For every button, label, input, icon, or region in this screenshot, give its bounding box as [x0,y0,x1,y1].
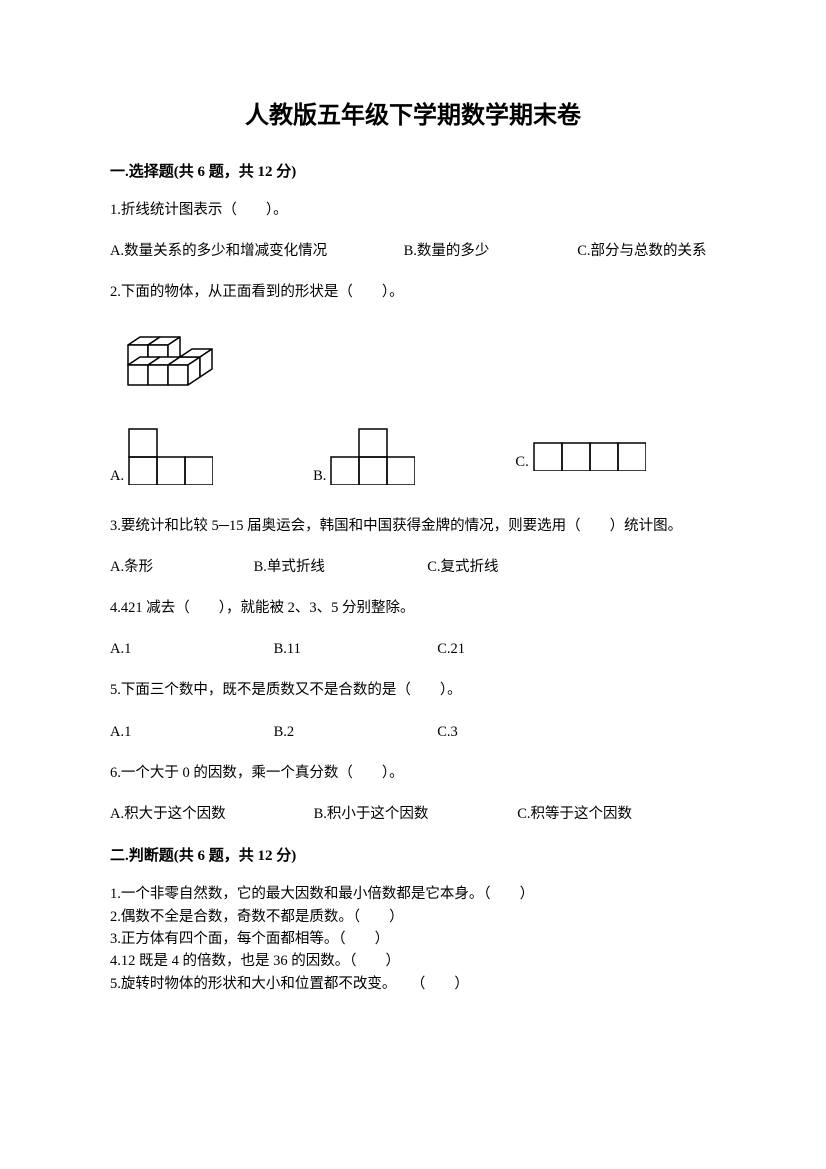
q2-text: 2.下面的物体，从正面看到的形状是（ ）。 [110,281,716,304]
q2-optB: B. [313,428,415,485]
q1-options: A.数量关系的多少和增减变化情况 B.数量的多少 C.部分与总数的关系 [110,240,716,263]
judge-3: 3.正方体有四个面，每个面都相等。（ ） [110,928,716,950]
page-title: 人教版五年级下学期数学期末卷 [110,95,716,130]
q1-optA: A.数量关系的多少和增减变化情况 [110,240,400,263]
q4-optC: C.21 [437,638,465,661]
q3-optB: B.单式折线 [254,556,424,579]
q3-options: A.条形 B.单式折线 C.复式折线 [110,556,716,579]
q5-optB: B.2 [274,721,434,744]
q6-text: 6.一个大于 0 的因数，乘一个真分数（ ）。 [110,762,716,785]
q5-text: 5.下面三个数中，既不是质数又不是合数的是（ ）。 [110,679,716,702]
q4-options: A.1 B.11 C.21 [110,638,716,661]
shape-A-icon [128,428,213,485]
judge-1: 1.一个非零自然数，它的最大因数和最小倍数都是它本身。（ ） [110,883,716,905]
section1-header: 一.选择题(共 6 题，共 12 分) [110,160,716,181]
q1-optC: C.部分与总数的关系 [577,240,706,263]
q4-optB: B.11 [274,638,434,661]
q6-optC: C.积等于这个因数 [517,803,632,826]
judge-5: 5.旋转时物体的形状和大小和位置都不改变。 （ ） [110,973,716,995]
q6-optB: B.积小于这个因数 [314,803,514,826]
q5-optC: C.3 [437,721,458,744]
judge-4: 4.12 既是 4 的倍数，也是 36 的因数。（ ） [110,950,716,972]
q1-optB: B.数量的多少 [404,240,574,263]
q2-optA-label: A. [110,468,124,485]
section2-header: 二.判断题(共 6 题，共 12 分) [110,844,716,865]
q4-text: 4.421 减去（ ），就能被 2、3、5 分别整除。 [110,597,716,620]
q3-optC: C.复式折线 [427,556,498,579]
q2-options: A. B. C. [110,428,716,485]
q3-optA: A.条形 [110,556,250,579]
q5-optA: A.1 [110,721,270,744]
q4-optA: A.1 [110,638,270,661]
q2-optC-label: C. [515,454,528,471]
q2-optC: C. [515,442,645,471]
shape-C-icon [533,442,646,471]
cube-3d-figure [120,323,716,403]
q6-options: A.积大于这个因数 B.积小于这个因数 C.积等于这个因数 [110,803,716,826]
q1-text: 1.折线统计图表示（ ）。 [110,199,716,222]
q6-optA: A.积大于这个因数 [110,803,310,826]
q2-optB-label: B. [313,468,326,485]
q5-options: A.1 B.2 C.3 [110,721,716,744]
shape-B-icon [330,428,415,485]
q2-optA: A. [110,428,213,485]
judge-2: 2.偶数不全是合数，奇数不都是质数。（ ） [110,906,716,928]
q3-text: 3.要统计和比较 5─15 届奥运会，韩国和中国获得金牌的情况，则要选用（ ）统… [110,515,716,538]
